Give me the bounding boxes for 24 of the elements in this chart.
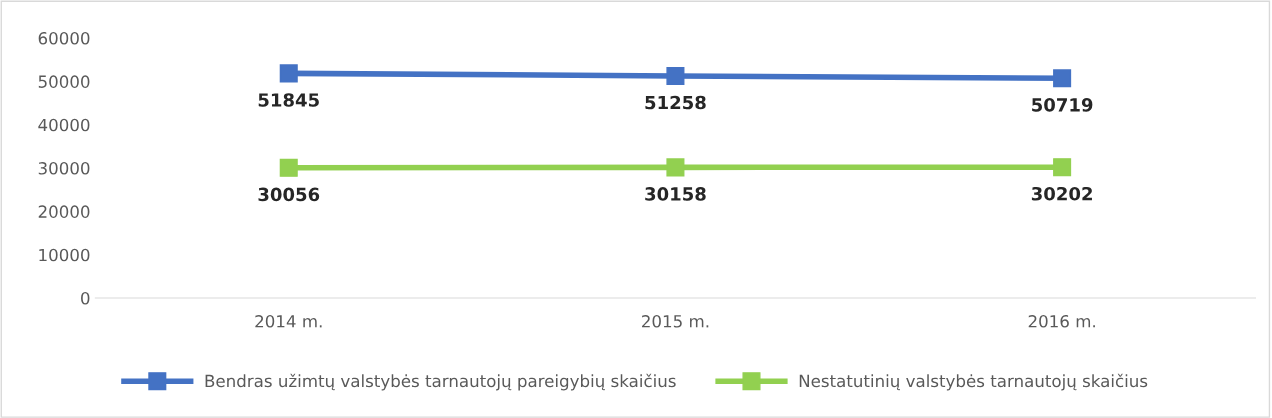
data-label: 51258 — [645, 95, 706, 110]
point — [1053, 158, 1072, 177]
y-tick-label: 10000 — [39, 248, 90, 262]
point — [666, 158, 685, 177]
y-tick-label: 40000 — [38, 118, 90, 132]
y-tick-label: 0 — [81, 292, 90, 305]
y-tick-label: 20000 — [38, 205, 90, 218]
x-tick-label: 2016 m. — [1028, 314, 1095, 328]
legend-label: Bendras užimtų valstybės tarnautojų pareigybių skaičius — [205, 373, 676, 391]
point — [666, 66, 685, 85]
point — [279, 158, 298, 177]
data-label: 30202 — [1031, 186, 1092, 201]
x-tick-label: 2015 m. — [642, 314, 709, 328]
data-label: 30158 — [645, 187, 706, 201]
y-tick-label: 60000 — [38, 32, 90, 45]
point — [1053, 69, 1072, 88]
data-label: 30056 — [258, 187, 320, 202]
data-label: 51845 — [258, 93, 319, 107]
y-tick-label: 50000 — [38, 75, 90, 88]
y-tick-label: 30000 — [38, 162, 90, 175]
x-tick-label: 2014 m. — [255, 314, 322, 328]
legend-label: Nestatutinių valstybės tarnautojų skaičius — [799, 373, 1148, 391]
point — [279, 64, 298, 83]
data-label: 50719 — [1032, 98, 1093, 112]
